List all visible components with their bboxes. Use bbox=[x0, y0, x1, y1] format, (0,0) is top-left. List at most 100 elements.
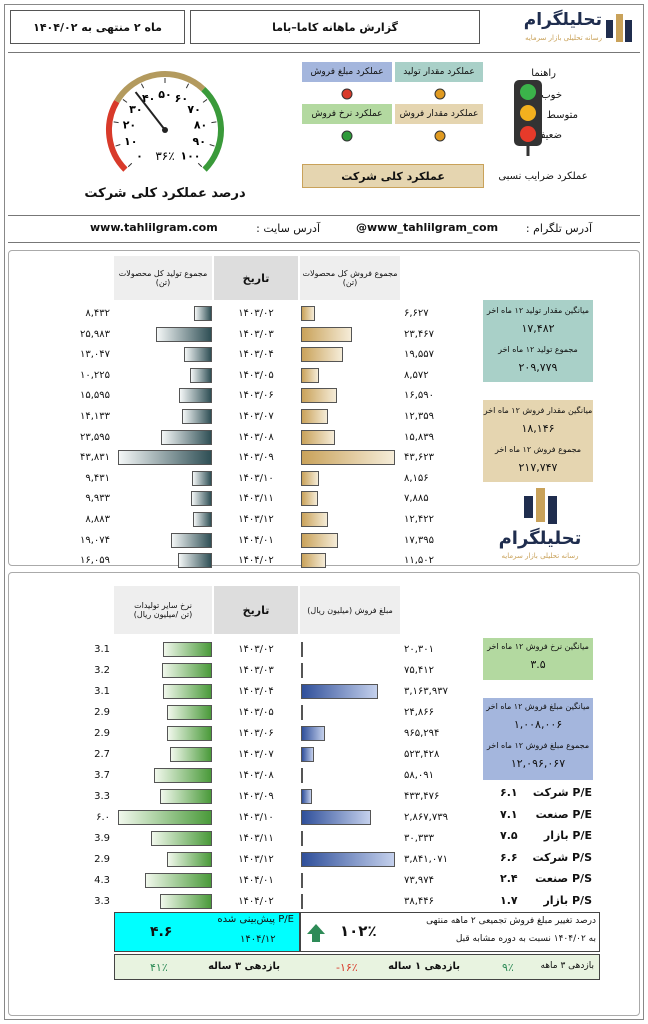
bar bbox=[301, 894, 303, 909]
bar bbox=[301, 663, 303, 678]
bar bbox=[301, 705, 303, 720]
summary-label: مجموع تولید ۱۲ ماه اخر bbox=[498, 345, 578, 354]
value-label: ۸,۸۸۳ bbox=[85, 514, 110, 525]
gauge-arc bbox=[201, 86, 224, 172]
legend-good: خوب bbox=[541, 90, 562, 101]
value-label: 2.9 bbox=[94, 707, 110, 718]
summary-value: ۲۱۷,۷۴۷ bbox=[518, 461, 558, 474]
bar bbox=[154, 768, 212, 783]
value-label: ۱۹,۵۵۷ bbox=[404, 349, 435, 361]
gauge-tick-label: ۱۰ bbox=[124, 135, 137, 148]
bar bbox=[301, 831, 303, 846]
gauge-title: درصد عملکرد کلی شرکت bbox=[84, 186, 246, 201]
summary-label: مجموع مبلغ فروش ۱۲ ماه اخر bbox=[486, 741, 590, 750]
summary-value: ۱۲,۰۹۶,۰۶۷ bbox=[510, 757, 566, 770]
bar bbox=[301, 852, 395, 867]
gauge-tick bbox=[113, 121, 119, 124]
legend-title: راهنما bbox=[531, 68, 556, 79]
site: www.tahlilgram.com bbox=[90, 221, 218, 234]
date: ۱۴۰۳/۰۶ bbox=[238, 728, 274, 739]
bar bbox=[301, 388, 337, 404]
summary-box bbox=[483, 698, 593, 780]
date: ۱۴۰۳/۰۳ bbox=[238, 665, 274, 676]
column-header: مبلغ فروش (میلیون ریال) bbox=[300, 586, 400, 634]
date: ۱۴۰۴/۰۱ bbox=[238, 534, 274, 546]
forecast-box bbox=[114, 912, 300, 952]
indicator-label: عملکرد نرخ فروش bbox=[302, 104, 392, 124]
bar bbox=[150, 831, 212, 846]
gauge-tick-label: ۹۰ bbox=[193, 135, 206, 148]
value-label: ۵۸,۰۹۱ bbox=[404, 770, 435, 781]
value-label: ۸,۱۵۶ bbox=[404, 472, 429, 484]
date: ۱۴۰۳/۰۴ bbox=[238, 686, 274, 697]
overall-label: عملکرد کلی شرکت bbox=[302, 164, 484, 188]
summary-value: ۱۷,۴۸۲ bbox=[521, 322, 555, 335]
bar bbox=[181, 409, 212, 424]
change-value: ۱۰۲٪ bbox=[340, 922, 377, 940]
value-label: ۴۳,۸۳۱ bbox=[79, 452, 110, 464]
indicator-lights bbox=[341, 88, 446, 142]
change-text: به ۱۴۰۴/۰۲ نسبت به دوره مشابه قبل bbox=[455, 934, 596, 944]
ratio-label: P/E بازار bbox=[543, 829, 592, 842]
value-label: ۱۱,۵۰۲ bbox=[404, 555, 435, 567]
value-label: ۴۳۳,۴۷۶ bbox=[404, 791, 440, 802]
bar bbox=[301, 768, 303, 783]
date: ۱۴۰۴/۰۲ bbox=[238, 896, 274, 907]
value-label: 2.7 bbox=[94, 749, 110, 760]
return-label: بازدهی ۳ ماهه bbox=[540, 961, 594, 971]
bar bbox=[171, 532, 212, 548]
value-label: 3.9 bbox=[94, 833, 110, 844]
summary-value: ۲۰۹,۷۷۹ bbox=[518, 361, 558, 374]
gauge-tick-label: ۰ bbox=[136, 149, 143, 162]
summary-box bbox=[483, 400, 593, 482]
logo: تحلیلگرام رسانه تحلیلی بازار سرمایه bbox=[490, 486, 590, 566]
date: ۱۴۰۴/۰۱ bbox=[238, 875, 274, 886]
divider bbox=[8, 52, 640, 53]
value-label: ۴۳,۶۲۳ bbox=[404, 452, 435, 464]
logo-sub: رسانه تحلیلی بازار سرمایه bbox=[501, 552, 579, 560]
gauge-tick-label: ۳۰ bbox=[129, 103, 142, 116]
ratio-value: ۲.۴ bbox=[500, 872, 518, 885]
value-label: ۹۶۵,۲۹۴ bbox=[404, 728, 440, 739]
date: ۱۴۰۳/۰۸ bbox=[238, 431, 274, 443]
value-label: ۱۳,۰۴۷ bbox=[79, 349, 110, 361]
date: ۱۴۰۳/۰۴ bbox=[238, 349, 274, 361]
header-text: (تن) bbox=[155, 278, 171, 287]
bar bbox=[191, 470, 212, 486]
bar bbox=[301, 789, 312, 804]
value-label: ۱۰,۲۲۵ bbox=[79, 369, 110, 381]
logo-icon bbox=[606, 14, 632, 42]
gauge-tick bbox=[115, 144, 121, 147]
indicator-label: عملکرد مقدار فروش bbox=[395, 104, 483, 124]
ratio-value: ۷.۵ bbox=[500, 829, 518, 842]
bar bbox=[166, 726, 212, 741]
gauge-tick-label: ۲۰ bbox=[123, 118, 136, 131]
header-text: مجموع فروش کل محصولات bbox=[302, 269, 398, 278]
value-label: 3.7 bbox=[94, 770, 110, 781]
gauge-tick-label: ۶۰ bbox=[175, 92, 188, 105]
header-text: (تن /میلیون ریال) bbox=[133, 610, 193, 619]
telegram-label: آدرس تلگرام : bbox=[525, 222, 592, 235]
bar bbox=[166, 852, 212, 867]
ratio-value: ۶.۶ bbox=[500, 850, 518, 864]
bar bbox=[190, 367, 212, 383]
up-arrow bbox=[307, 924, 325, 942]
date: ۱۴۰۳/۰۶ bbox=[238, 390, 274, 402]
logo-text: تحلیلگرام bbox=[523, 10, 602, 30]
gauge-tick bbox=[185, 83, 190, 89]
summary-label: میانگین مقدار تولید ۱۲ ماه اخر bbox=[486, 306, 590, 315]
light bbox=[434, 88, 446, 100]
traffic-light bbox=[514, 80, 542, 156]
bar bbox=[301, 470, 319, 486]
logo-text: تحلیلگرام bbox=[498, 528, 582, 549]
date: ۱۴۰۳/۰۲ bbox=[238, 644, 274, 655]
return-value: ۴۱٪ bbox=[150, 961, 168, 974]
bar bbox=[160, 894, 212, 909]
header-text: نرخ سایر تولیدات bbox=[134, 601, 192, 610]
returns-row bbox=[114, 954, 600, 980]
summary-label: میانگین نرخ فروش ۱۲ ماه اخر bbox=[487, 642, 589, 651]
value-label: ۳,۸۴۱,۰۷۱ bbox=[404, 854, 448, 865]
value-label: ۶.۰ bbox=[96, 812, 110, 823]
light bbox=[434, 130, 446, 142]
